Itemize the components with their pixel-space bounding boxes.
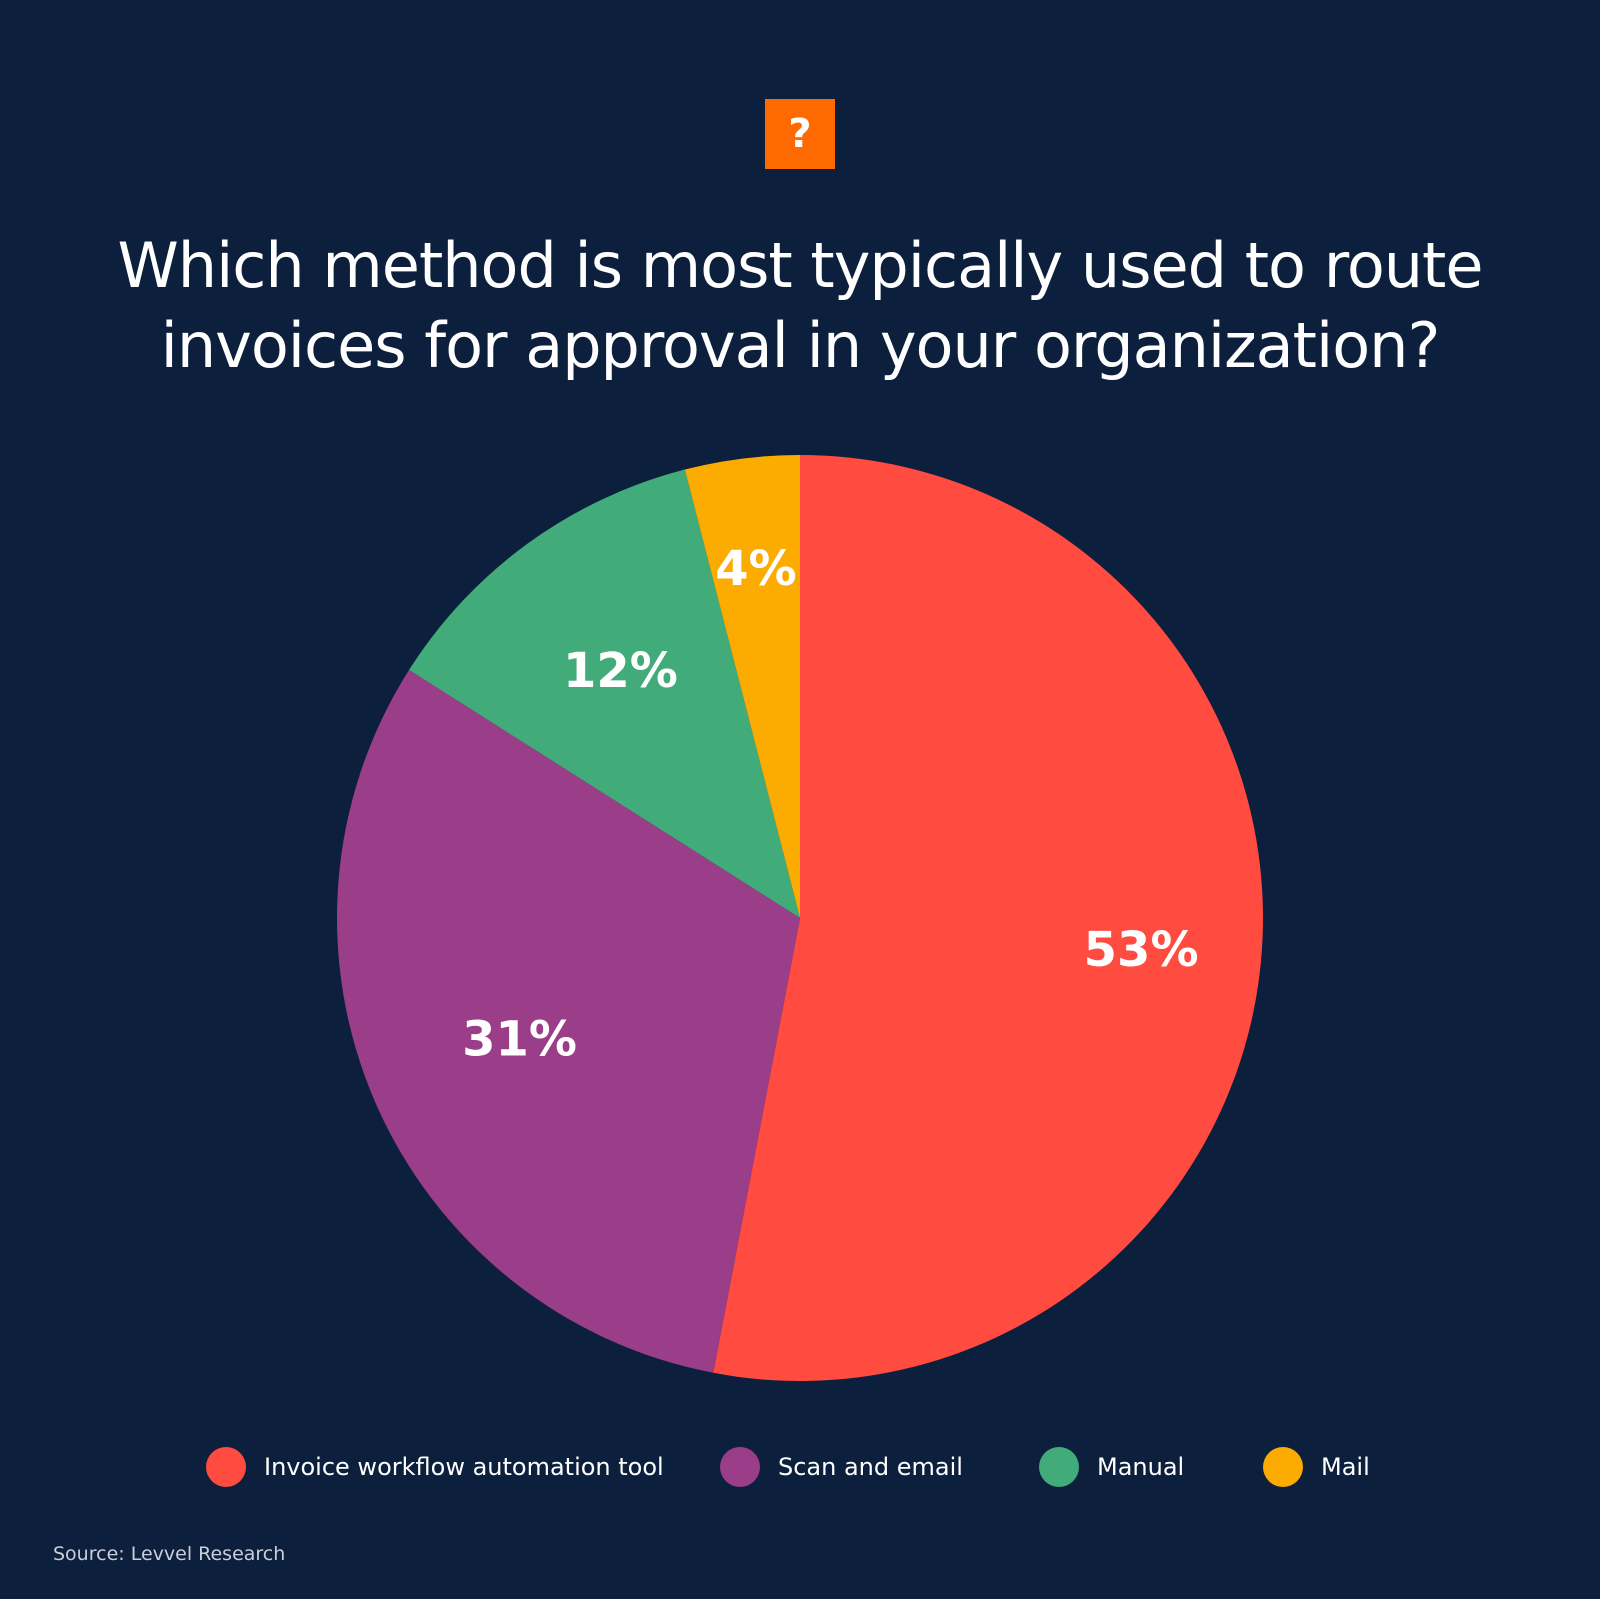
- legend-item-scan-and-email: Scan and email: [720, 1447, 963, 1487]
- legend-swatch-scan-and-email: [720, 1447, 760, 1487]
- pie-slice-manual: [409, 469, 800, 918]
- pie-slice-mail: [684, 455, 800, 918]
- legend-item-invoice-workflow-automation-tool: Invoice workflow automation tool: [206, 1447, 664, 1487]
- legend-label-invoice-workflow-automation-tool: Invoice workflow automation tool: [264, 1453, 664, 1481]
- pie-chart: 53% 31% 12% 4%: [336, 455, 1264, 1381]
- chart-title: Which method is most typically used to r…: [60, 226, 1540, 386]
- question-mark-icon: ?: [788, 111, 812, 157]
- chart-legend: Invoice workflow automation tool Scan an…: [0, 1447, 1600, 1487]
- legend-item-manual: Manual: [1039, 1447, 1184, 1487]
- pie-label-manual: 12%: [563, 643, 678, 699]
- legend-swatch-invoice-workflow-automation-tool: [206, 1447, 246, 1487]
- question-badge-icon: ?: [765, 99, 835, 169]
- pie-label-mail: 4%: [715, 541, 797, 597]
- pie-label-invoice-workflow-automation-tool: 53%: [1084, 922, 1199, 978]
- pie-slice-scan-and-email: [336, 669, 800, 1373]
- chart-title-line-2: invoices for approval in your organizati…: [160, 309, 1441, 382]
- legend-swatch-manual: [1039, 1447, 1079, 1487]
- pie-slice-invoice-workflow-automation-tool: [713, 455, 1264, 1381]
- legend-item-mail: Mail: [1263, 1447, 1370, 1487]
- legend-label-mail: Mail: [1321, 1453, 1370, 1481]
- chart-title-line-1: Which method is most typically used to r…: [117, 229, 1483, 302]
- source-note: Source: Levvel Research: [53, 1543, 286, 1565]
- legend-swatch-mail: [1263, 1447, 1303, 1487]
- pie-label-scan-and-email: 31%: [462, 1011, 577, 1067]
- legend-label-scan-and-email: Scan and email: [778, 1453, 963, 1481]
- legend-label-manual: Manual: [1097, 1453, 1185, 1481]
